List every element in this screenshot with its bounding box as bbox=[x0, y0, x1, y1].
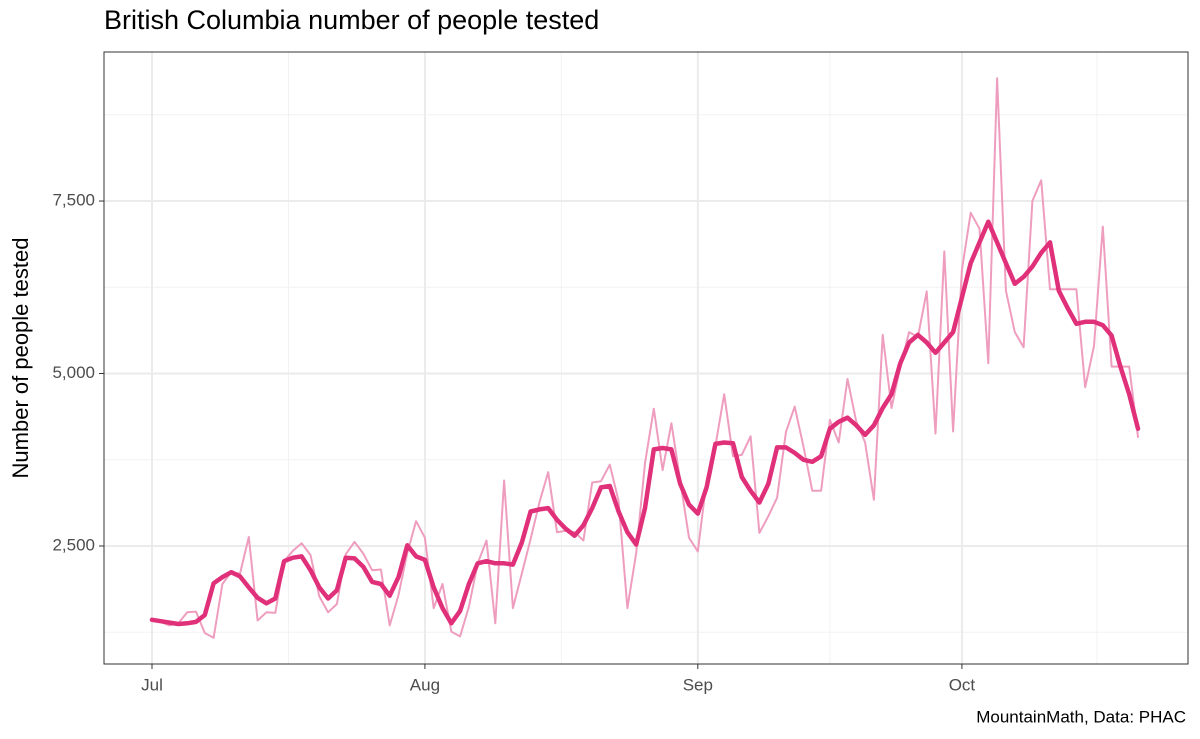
x-tick-label: Aug bbox=[410, 675, 440, 694]
y-axis-label: Number of people tested bbox=[8, 238, 33, 479]
x-tick-label: Jul bbox=[141, 675, 163, 694]
y-tick-label: 5,000 bbox=[52, 363, 95, 382]
caption: MountainMath, Data: PHAC bbox=[976, 707, 1186, 726]
x-tick-label: Sep bbox=[683, 675, 713, 694]
y-tick-label: 2,500 bbox=[52, 536, 95, 555]
plot-border bbox=[103, 51, 1189, 665]
series-line bbox=[151, 77, 1139, 639]
series-line bbox=[149, 219, 1141, 627]
chart-title: British Columbia number of people tested bbox=[104, 5, 599, 35]
y-tick-label: 7,500 bbox=[52, 191, 95, 210]
x-tick-label: Oct bbox=[949, 675, 976, 694]
